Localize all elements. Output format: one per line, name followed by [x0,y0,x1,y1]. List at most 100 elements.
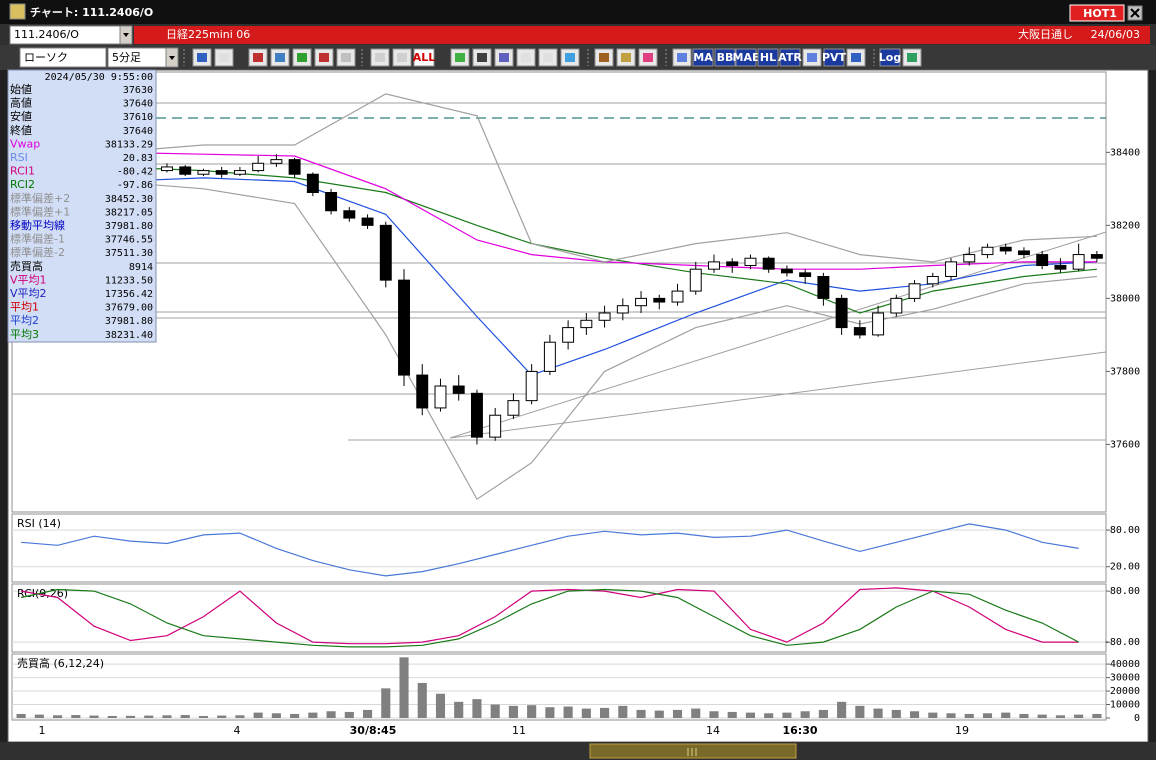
toolbar-glyph [521,53,531,62]
volume-bar [964,713,974,718]
toolbar-button-label: HL [760,51,776,64]
y-tick-label: 30000 [1110,673,1140,684]
scroll-thumb[interactable] [589,743,797,759]
toolbar-button[interactable] [757,48,779,67]
volume-bar [818,709,828,718]
y-tick-label: 37800 [1110,366,1140,377]
toolbar-button[interactable] [714,48,736,67]
toolbar-glyph [807,53,817,62]
candle-body [179,166,192,175]
candle-body [945,261,957,277]
x-tick-label: 30/8:45 [350,724,397,737]
toolbar-glyph [907,53,917,62]
volume-bar [855,705,865,718]
hot-label: HOT1 [1083,7,1117,20]
volume-bar [691,708,701,718]
x-tick-label: 16:30 [782,724,817,737]
toolbar-button-label: BB [717,51,734,64]
volume-bar [618,705,628,718]
candle-body [543,341,556,372]
indicator-line [21,523,1079,577]
volume-bar [472,699,482,718]
trend-line [449,351,1107,439]
candle-body [1054,265,1067,270]
indicator-line [21,177,1097,376]
info-panel [7,69,157,343]
info-datetime: 2024/05/30 9:55:00 [45,72,153,83]
candle-body [343,210,356,219]
volume-bar [891,709,901,718]
toolbar-button[interactable] [413,48,435,67]
toolbar-glyph [621,53,631,62]
toolbar-glyph [599,53,609,62]
info-label: 終値 [10,124,32,137]
info-value: 38452.30 [105,194,153,205]
info-value: 38133.29 [105,139,153,150]
pane-title: 売買高 (6,12,24) [17,656,104,670]
drawings [12,102,1107,441]
info-value: 37981.80 [105,316,153,327]
candle-body [726,261,739,267]
symbol-text: 111.2406/O [14,28,79,41]
candle-body [963,254,976,263]
volume-bar [800,711,810,718]
candle-body [635,297,648,307]
candle-body [926,275,939,285]
info-label: 高値 [10,96,32,110]
candle-body [671,290,684,303]
volume-bar [745,712,756,718]
toolbar-glyph [677,53,687,62]
info-value: 37630 [123,85,153,96]
toolbar-button-label: ALL [413,51,436,64]
x-tick-label: 14 [706,724,720,737]
volume-bar [672,709,683,718]
toolbar-button[interactable] [692,48,714,67]
info-value: -80.42 [117,167,153,178]
y-tick-label: 20000 [1110,686,1140,697]
volume-bar [417,682,427,718]
toolbar-button[interactable] [823,48,845,67]
toolbar-glyph [319,53,329,62]
candle-body [872,312,885,336]
volume-bar [180,715,190,718]
info-label: RCI2 [10,178,35,191]
interval-text: 5分足 [112,51,141,64]
volume-bar [1001,712,1011,718]
info-value: 37640 [123,99,153,110]
candle-body [890,297,903,314]
toolbar-button[interactable] [735,48,757,67]
volume-bar [435,693,446,718]
info-value: 37679.00 [105,303,153,314]
toolbar-button-label: MA [693,51,713,64]
x-tick-label: 11 [512,724,526,737]
chart-style-select[interactable] [19,47,107,68]
candle-body [1090,254,1103,259]
info-label: 移動平均線 [10,218,65,232]
volume-bar [709,711,719,718]
info-label: 平均2 [10,313,39,327]
volume-bar [271,713,281,718]
volume-bar [909,711,920,718]
candle-body [270,159,283,164]
hot-button[interactable] [1069,4,1125,22]
toolbar-button[interactable] [779,48,801,67]
info-value: 11233.50 [105,275,153,286]
candle-body [762,257,775,270]
toolbar-glyph [275,53,285,62]
scroll-grip [687,748,697,756]
candle-body [215,170,228,175]
toolbar-glyph [565,53,575,62]
volume-bar [581,708,591,718]
info-value: 17356.42 [105,289,153,300]
candle-body [689,268,702,292]
indicator-line [21,180,1097,501]
candle-body [653,297,666,303]
title-bar [0,0,1156,24]
candle-body [361,217,374,226]
volume-bar [326,711,336,718]
toolbar-button[interactable] [879,48,901,67]
y-tick-label: 37600 [1110,439,1140,450]
toolbar-glyph [253,53,263,62]
toolbar-glyph [499,53,509,62]
